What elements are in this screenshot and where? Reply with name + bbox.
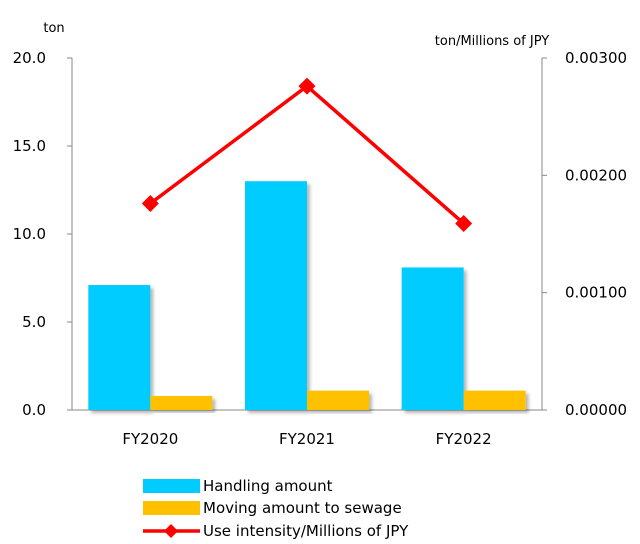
- bar-series: [88, 181, 526, 410]
- legend-label: Moving amount to sewage: [203, 499, 402, 517]
- right-tick-label: 0.00000: [565, 401, 627, 419]
- left-tick-label: 10.0: [13, 225, 46, 243]
- x-tick-label: FY2021: [279, 430, 335, 448]
- line-point: [455, 214, 473, 232]
- left-axis-ticks: 0.0 5.0 10.0 15.0 20.0: [13, 49, 72, 419]
- line-point: [141, 194, 159, 212]
- left-axis-unit: ton: [43, 21, 64, 36]
- legend-label: Handling amount: [203, 477, 333, 495]
- right-axis-ticks: 0.00000 0.00100 0.00200 0.00300: [542, 49, 627, 419]
- left-tick-label: 0.0: [22, 401, 46, 419]
- bar: [245, 181, 307, 410]
- bar: [307, 390, 369, 410]
- right-tick-label: 0.00200: [565, 166, 627, 184]
- x-tick-label: FY2020: [122, 430, 178, 448]
- legend-swatch: [143, 501, 200, 515]
- right-axis-unit: ton/Millions of JPY: [435, 34, 549, 49]
- bar: [88, 285, 151, 410]
- bar: [463, 390, 526, 410]
- left-tick-label: 20.0: [13, 49, 46, 67]
- legend: Handling amount Moving amount to sewage Us…: [143, 477, 409, 540]
- legend-label: Use intensity/Millions of JPY: [203, 522, 409, 540]
- line-series: [141, 77, 473, 232]
- legend-swatch: [143, 479, 200, 493]
- legend-marker: [164, 524, 178, 538]
- x-axis-ticks: FY2020 FY2021 FY2022: [122, 430, 491, 448]
- left-tick-label: 5.0: [22, 313, 46, 331]
- right-tick-label: 0.00300: [565, 49, 627, 67]
- bar: [150, 395, 213, 410]
- right-tick-label: 0.00100: [565, 284, 627, 302]
- x-tick-label: FY2022: [436, 430, 492, 448]
- line-point: [298, 77, 316, 95]
- left-tick-label: 15.0: [13, 137, 46, 155]
- bar: [401, 267, 464, 410]
